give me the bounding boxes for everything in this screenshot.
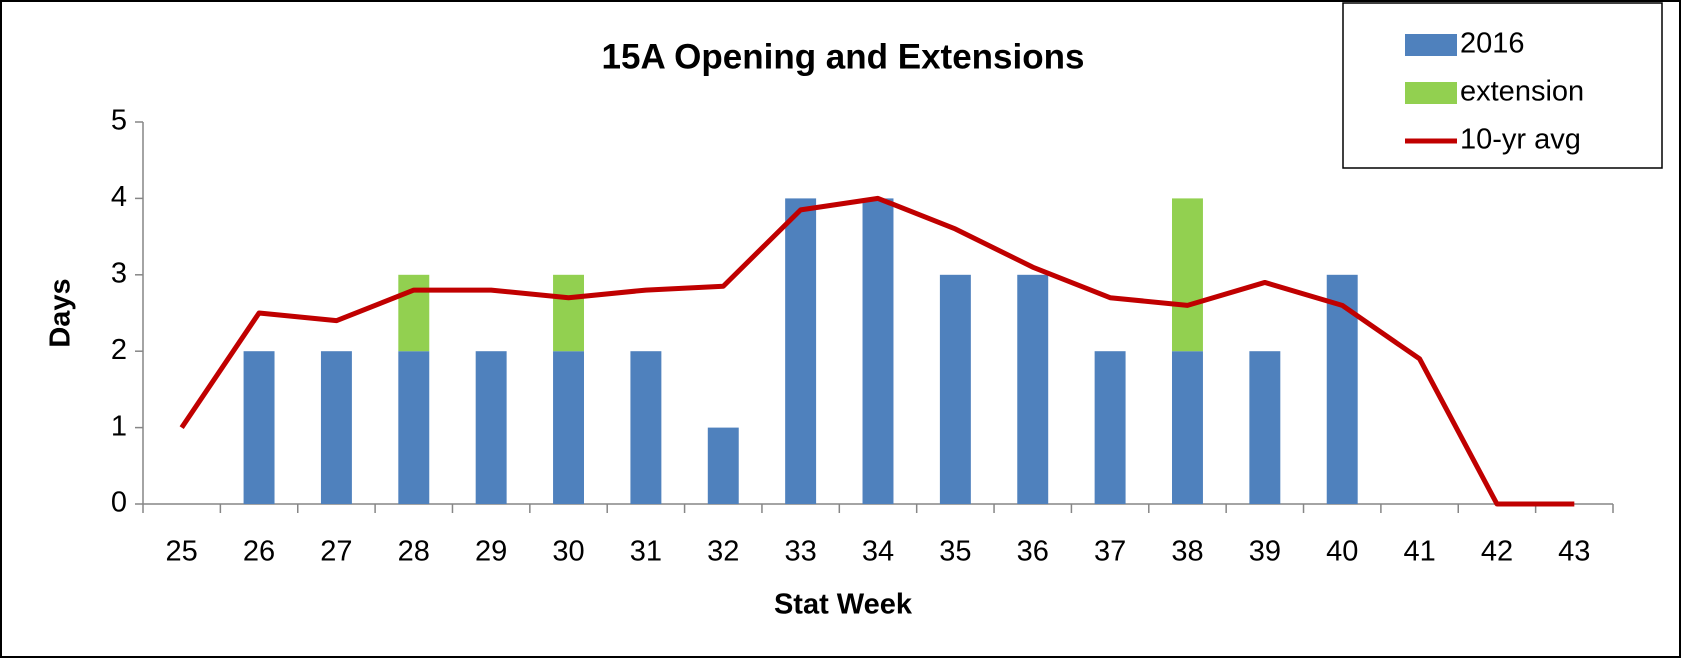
bar bbox=[1017, 274, 1049, 504]
bar bbox=[862, 198, 894, 504]
legend-label: 10-yr avg bbox=[1460, 124, 1581, 156]
bar bbox=[1172, 198, 1203, 352]
x-tick-label: 31 bbox=[630, 536, 662, 568]
chart-title: 15A Opening and Extensions bbox=[602, 37, 1085, 76]
bar bbox=[707, 427, 739, 504]
legend-label: extension bbox=[1460, 76, 1584, 108]
x-tick-label: 41 bbox=[1403, 536, 1435, 568]
y-axis-label: Days bbox=[45, 278, 77, 347]
legend-swatch bbox=[1405, 82, 1457, 104]
bar bbox=[939, 274, 971, 504]
y-tick-label: 5 bbox=[111, 105, 127, 137]
y-tick-label: 1 bbox=[111, 410, 127, 442]
bar bbox=[630, 351, 662, 504]
x-tick-label: 33 bbox=[784, 536, 816, 568]
legend-label: 2016 bbox=[1460, 28, 1525, 60]
bar bbox=[1249, 351, 1281, 504]
bar bbox=[475, 351, 507, 504]
x-tick-label: 28 bbox=[398, 536, 430, 568]
bar bbox=[1172, 351, 1203, 504]
x-tick-label: 26 bbox=[243, 536, 275, 568]
bar bbox=[1094, 351, 1126, 504]
x-tick-label: 42 bbox=[1481, 536, 1513, 568]
bar bbox=[398, 274, 430, 352]
x-tick-label: 43 bbox=[1558, 536, 1590, 568]
bar bbox=[553, 351, 584, 504]
legend-box bbox=[1342, 2, 1663, 169]
y-tick-label: 0 bbox=[111, 487, 127, 519]
bar bbox=[1326, 274, 1358, 504]
y-tick-label: 2 bbox=[111, 334, 127, 366]
x-tick-label: 39 bbox=[1249, 536, 1281, 568]
x-tick-label: 25 bbox=[166, 536, 198, 568]
x-tick-label: 34 bbox=[862, 536, 894, 568]
line-series bbox=[179, 195, 1575, 507]
x-tick-label: 27 bbox=[320, 536, 352, 568]
legend-swatch bbox=[1405, 34, 1457, 56]
x-tick-label: 35 bbox=[939, 536, 971, 568]
x-tick-label: 32 bbox=[707, 536, 739, 568]
bar bbox=[398, 351, 430, 504]
x-axis-label: Stat Week bbox=[774, 589, 913, 621]
x-tick-label: 36 bbox=[1017, 536, 1049, 568]
x-tick-label: 37 bbox=[1094, 536, 1126, 568]
x-tick-label: 38 bbox=[1171, 536, 1203, 568]
x-tick-label: 29 bbox=[475, 536, 507, 568]
bar bbox=[553, 274, 584, 352]
bar bbox=[320, 351, 352, 504]
y-tick-label: 3 bbox=[111, 257, 127, 289]
bar bbox=[785, 198, 817, 504]
bar bbox=[243, 351, 275, 504]
y-tick-label: 4 bbox=[111, 181, 127, 213]
x-tick-label: 30 bbox=[552, 536, 584, 568]
x-tick-label: 40 bbox=[1326, 536, 1358, 568]
